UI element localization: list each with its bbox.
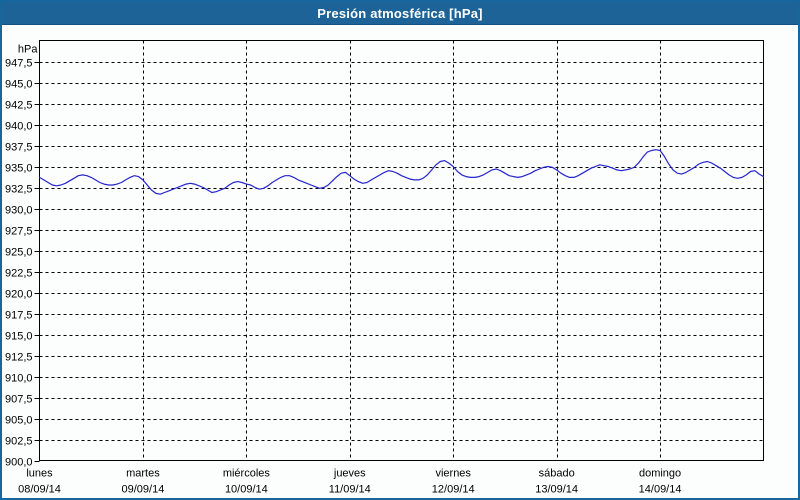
y-tick-label: 940,0 xyxy=(5,121,33,133)
y-tick-label: 942,5 xyxy=(5,100,33,112)
y-tick-label: 937,5 xyxy=(5,142,33,154)
y-tick-label: 917,5 xyxy=(5,310,33,322)
y-tick-label: 902,5 xyxy=(5,436,33,448)
x-date-label: 08/09/14 xyxy=(18,484,61,496)
x-date-label: 10/09/14 xyxy=(225,484,268,496)
x-day-label: lunes xyxy=(26,468,53,480)
x-day-label: miércoles xyxy=(223,468,271,480)
chart-frame xyxy=(39,40,764,461)
x-date-label: 12/09/14 xyxy=(432,484,475,496)
x-day-label: domingo xyxy=(639,468,681,480)
y-tick-label: 915,0 xyxy=(5,331,33,343)
y-tick-label: 905,0 xyxy=(5,415,33,427)
x-date-label: 14/09/14 xyxy=(639,484,682,496)
y-tick-label: 945,0 xyxy=(5,79,33,91)
x-date-label: 11/09/14 xyxy=(329,484,371,496)
y-tick-label: 947,5 xyxy=(5,58,33,70)
y-tick-label: 927,5 xyxy=(5,226,33,238)
x-day-label: jueves xyxy=(333,468,366,480)
x-day-label: viernes xyxy=(435,468,471,480)
x-date-label: 09/09/14 xyxy=(122,484,165,496)
y-tick-label: 932,5 xyxy=(5,184,33,196)
y-tick-label: 920,0 xyxy=(5,289,33,301)
window-title: Presión atmosférica [hPa] xyxy=(317,5,483,21)
y-tick-label: 935,0 xyxy=(5,163,33,175)
x-date-label: 13/09/14 xyxy=(535,484,578,496)
y-axis-unit-label: hPa xyxy=(18,44,38,56)
x-day-label: sábado xyxy=(539,468,575,480)
y-tick-label: 930,0 xyxy=(5,205,33,217)
window-titlebar: Presión atmosférica [hPa] xyxy=(2,2,798,25)
y-tick-label: 912,5 xyxy=(5,352,33,364)
y-tick-label: 910,0 xyxy=(5,373,33,385)
y-tick-label: 907,5 xyxy=(5,394,33,406)
x-day-label: martes xyxy=(126,468,160,480)
y-tick-label: 922,5 xyxy=(5,268,33,280)
pressure-line xyxy=(38,149,765,195)
y-tick-label: 900,0 xyxy=(5,457,33,469)
y-tick-label: 925,0 xyxy=(5,247,33,259)
